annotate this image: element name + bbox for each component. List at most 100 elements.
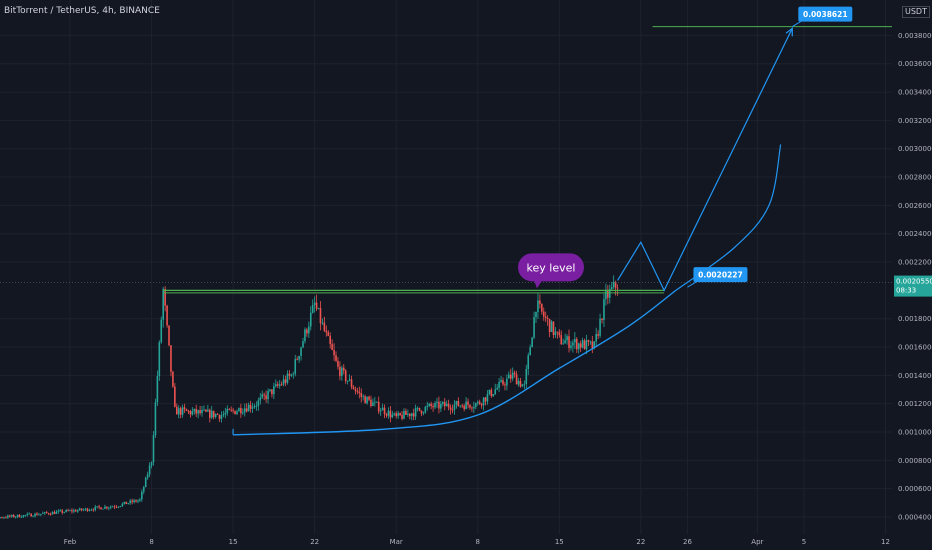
time-tick-label: 8 bbox=[476, 538, 480, 546]
candle-body bbox=[574, 338, 576, 343]
price-label-box bbox=[693, 267, 748, 283]
candle-body bbox=[102, 508, 104, 510]
candle-body bbox=[385, 414, 388, 416]
time-tick-label: 8 bbox=[149, 538, 153, 546]
candle-body bbox=[42, 513, 44, 515]
candle-body bbox=[486, 393, 489, 402]
candle-body bbox=[432, 406, 434, 408]
candle-body bbox=[14, 516, 17, 518]
candle-body bbox=[350, 379, 353, 387]
bar-countdown: 08:33 bbox=[896, 287, 916, 295]
time-tick-label: Feb bbox=[64, 538, 77, 546]
candle-body bbox=[354, 389, 357, 391]
candle-body bbox=[504, 384, 506, 386]
candle-body bbox=[78, 508, 81, 511]
candle-body bbox=[179, 408, 182, 415]
candle-body bbox=[358, 391, 361, 394]
candle-body bbox=[36, 513, 38, 516]
candle-body bbox=[222, 414, 225, 416]
candle-body bbox=[263, 394, 265, 396]
candle-body bbox=[51, 512, 54, 515]
candle-body bbox=[47, 513, 50, 515]
candle-body bbox=[362, 396, 364, 398]
candle-body bbox=[205, 409, 207, 412]
candle-body bbox=[57, 510, 60, 512]
candle-body bbox=[247, 404, 250, 412]
candle-body bbox=[162, 288, 164, 320]
candle-body bbox=[212, 410, 215, 418]
candle-body bbox=[18, 514, 21, 518]
candle-body bbox=[449, 407, 452, 410]
candle-body bbox=[372, 402, 374, 406]
time-tick-label: 22 bbox=[310, 538, 319, 546]
candle-body bbox=[408, 413, 411, 417]
candle-body bbox=[71, 510, 73, 512]
candle-body bbox=[393, 413, 396, 415]
candle-body bbox=[141, 491, 143, 500]
candle-body bbox=[560, 335, 563, 345]
candle-body bbox=[170, 345, 172, 372]
candle-body bbox=[284, 379, 287, 383]
candle-body bbox=[467, 401, 469, 405]
candle-body bbox=[111, 506, 114, 508]
candle-body bbox=[59, 510, 62, 512]
candle-body bbox=[183, 407, 186, 410]
candle-body bbox=[10, 515, 13, 517]
candle-body bbox=[242, 412, 244, 414]
candle-body bbox=[500, 380, 502, 382]
candle-body bbox=[570, 345, 572, 348]
candle-body bbox=[30, 513, 32, 517]
candle-body bbox=[424, 406, 427, 413]
candle-body bbox=[100, 507, 102, 510]
candle-body bbox=[49, 514, 52, 515]
candle-body bbox=[199, 410, 201, 414]
candle-body bbox=[214, 413, 217, 418]
key-level-pointer bbox=[534, 280, 542, 289]
candle-body bbox=[537, 300, 539, 312]
candle-body bbox=[142, 487, 145, 492]
currency-badge[interactable]: USDT bbox=[902, 6, 930, 18]
candle-body bbox=[298, 356, 300, 360]
candle-body bbox=[509, 374, 512, 379]
candle-body bbox=[22, 515, 25, 518]
candle-body bbox=[612, 281, 615, 288]
candle-body bbox=[288, 373, 291, 376]
candle-body bbox=[381, 407, 384, 411]
candle-body bbox=[108, 507, 110, 509]
candle-body bbox=[348, 379, 351, 381]
candle-body bbox=[43, 512, 46, 514]
candle-body bbox=[323, 322, 326, 331]
candle-body bbox=[280, 384, 283, 386]
candle-body bbox=[585, 340, 588, 350]
candle-body bbox=[593, 341, 596, 349]
price-tick-label: 0.0038000 bbox=[898, 32, 932, 40]
candle-body bbox=[395, 413, 397, 417]
candle-body bbox=[389, 410, 392, 418]
candle-body bbox=[473, 406, 475, 409]
candle-body bbox=[461, 405, 464, 407]
candle-body bbox=[475, 403, 477, 407]
candle-body bbox=[296, 359, 298, 360]
candle-body bbox=[113, 506, 116, 508]
candle-body bbox=[197, 410, 199, 414]
candle-body bbox=[45, 512, 48, 514]
candle-body bbox=[115, 506, 118, 508]
candle-body bbox=[315, 302, 318, 309]
candle-body bbox=[364, 396, 366, 404]
candle-body bbox=[391, 414, 394, 418]
candle-body bbox=[80, 508, 83, 511]
time-tick-label: 5 bbox=[802, 538, 806, 546]
candle-body bbox=[519, 380, 522, 387]
candle-body bbox=[558, 332, 561, 336]
candle-body bbox=[517, 380, 520, 385]
candle-body bbox=[94, 506, 97, 511]
candle-body bbox=[243, 408, 246, 413]
